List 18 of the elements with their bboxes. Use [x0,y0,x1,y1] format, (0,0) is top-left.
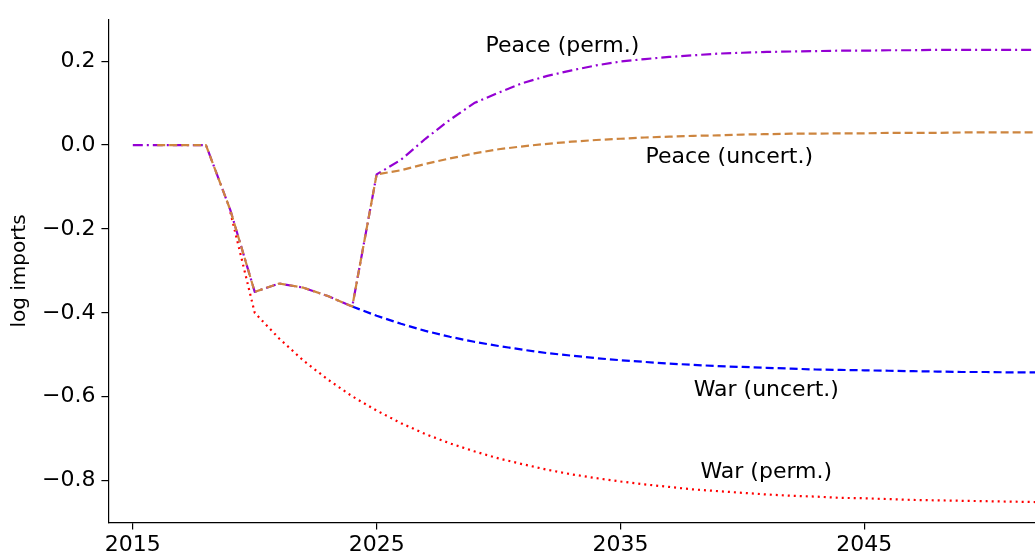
y-tick-label: −0.8 [42,466,96,492]
series-label: Peace (uncert.) [645,143,813,169]
line-series [351,305,1035,374]
line-series [229,211,1035,504]
x-tick-label: 2045 [836,530,893,556]
series-label: Peace (perm.) [485,32,640,58]
y-axis-title: log imports [6,214,31,328]
series-label: War (uncert.) [693,375,839,401]
y-tick-label: 0.2 [60,46,96,72]
series-label: War (perm.) [700,458,833,484]
line-series [156,131,1035,308]
x-tick-label: 2035 [592,530,649,556]
x-tick-label: 2025 [348,530,405,556]
y-tick-label: −0.4 [42,298,96,324]
y-tick-label: −0.2 [42,214,96,240]
y-tick-label: 0.0 [60,130,96,156]
y-tick-label: −0.6 [42,382,96,408]
x-tick-label: 2015 [104,530,161,556]
